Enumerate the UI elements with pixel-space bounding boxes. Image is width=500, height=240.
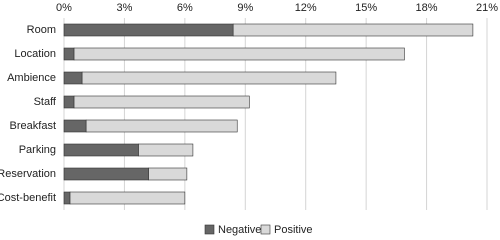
x-tick-label: 9% [237, 2, 253, 14]
x-tick-label: 15% [355, 2, 377, 14]
y-tick-label: Breakfast [10, 120, 56, 132]
bar-segment [138, 143, 194, 157]
y-tick-label: Reservation [0, 168, 56, 180]
x-tick-label: 3% [116, 2, 132, 14]
bar-segment [232, 23, 474, 37]
bar-segment [63, 23, 234, 37]
legend-swatch [260, 224, 271, 235]
y-tick-label: Location [14, 48, 56, 60]
x-tick-label: 6% [177, 2, 193, 14]
y-tick-label: Staff [34, 96, 57, 108]
bar-segment [73, 95, 250, 109]
bar-segment [81, 71, 337, 85]
x-tick-label: 18% [416, 2, 438, 14]
bar-segment [63, 47, 75, 61]
bar-segment [63, 71, 83, 85]
x-tick-label: 12% [295, 2, 317, 14]
legend-label: Negative [218, 224, 261, 236]
bar-segment [63, 167, 149, 181]
bar-segment [63, 143, 139, 157]
y-tick-label: Ambience [7, 72, 56, 84]
legend-swatch [204, 224, 215, 235]
x-tick-label: 0% [56, 2, 72, 14]
bar-segment [85, 119, 238, 133]
y-tick-label: Room [27, 24, 56, 36]
x-tick-label: 21% [476, 2, 498, 14]
bar-segment [148, 167, 188, 181]
y-tick-label: Cost-benefit [0, 192, 56, 204]
y-tick-label: Parking [19, 144, 56, 156]
bar-segment [63, 95, 75, 109]
bar-segment [63, 191, 71, 205]
bar-segment [69, 191, 186, 205]
legend-label: Positive [274, 224, 313, 236]
bar-segment [73, 47, 405, 61]
bar-segment [63, 119, 87, 133]
